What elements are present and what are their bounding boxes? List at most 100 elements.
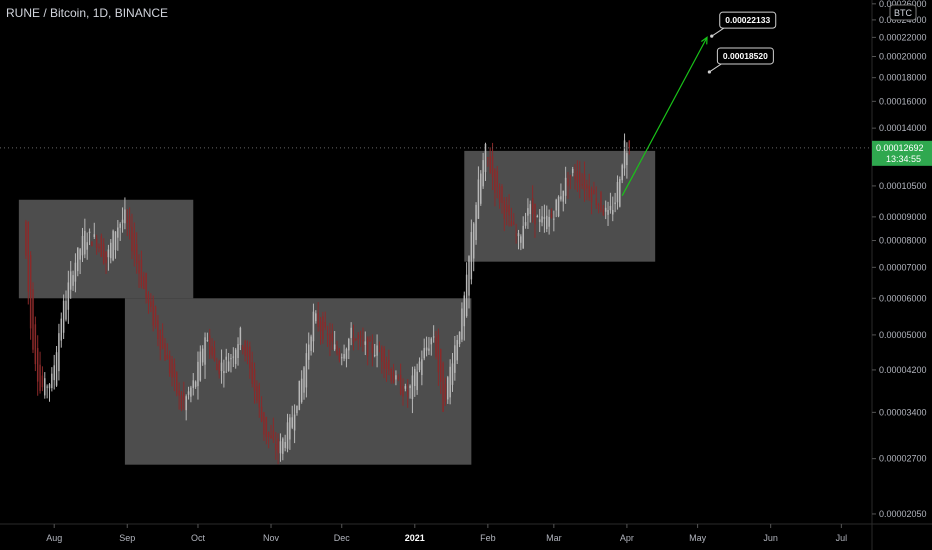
candle-body — [352, 337, 355, 343]
time-axis[interactable]: Aug Sep Oct Nov Dec 2021 Feb Mar Apr May Jun Jul — [0, 523, 932, 543]
candle-body — [140, 259, 143, 287]
candle-body — [628, 140, 631, 148]
candle-body — [487, 157, 489, 159]
candle-body — [114, 231, 117, 251]
candle-body — [93, 234, 96, 237]
consolidation-zones — [18, 150, 656, 465]
candle-body — [548, 216, 550, 227]
candle-body — [100, 235, 103, 258]
candle-body — [95, 238, 98, 248]
candle-body — [216, 364, 218, 371]
candle-body — [102, 243, 105, 264]
candle-body — [51, 373, 53, 389]
candle-body — [498, 186, 501, 203]
candle-body — [277, 438, 279, 453]
candle-body — [206, 340, 209, 342]
candle-body — [369, 339, 371, 342]
candle-body — [355, 338, 357, 340]
price-tick-label: 0.00002050 — [879, 509, 927, 519]
candle-body — [357, 334, 359, 339]
candle-body — [241, 347, 244, 350]
candle-body — [183, 392, 185, 401]
candle-body — [326, 333, 329, 336]
candle-body — [220, 362, 223, 372]
candle-body — [154, 306, 157, 327]
candle-body — [336, 345, 338, 354]
candle-body — [494, 169, 496, 193]
candle-body — [557, 196, 560, 217]
candle-body — [600, 192, 602, 211]
candle-body — [225, 356, 227, 360]
candle-body — [402, 386, 404, 397]
candle-body — [562, 190, 565, 202]
candle-body — [626, 153, 628, 166]
candle-body — [553, 218, 555, 220]
candle-body — [607, 209, 609, 215]
candle-body — [305, 353, 308, 388]
candle-body — [176, 372, 178, 394]
candle-body — [416, 371, 418, 391]
candle-body — [185, 396, 187, 411]
candle-body — [567, 178, 569, 186]
candle-body — [491, 155, 494, 178]
candle-body — [230, 358, 232, 360]
candle-body — [444, 383, 447, 402]
candle-body — [138, 260, 140, 274]
candle-body — [249, 346, 251, 369]
candle-body — [284, 441, 286, 448]
candle-body — [315, 313, 317, 322]
currency-badge[interactable]: BTC — [889, 4, 917, 21]
candle-body — [546, 215, 548, 229]
candle-body — [484, 143, 487, 172]
candle-body — [244, 341, 246, 356]
annotation-box — [719, 11, 777, 29]
candle-body — [60, 318, 63, 341]
candle-body — [147, 294, 150, 304]
candle-body — [475, 204, 477, 241]
candle-body — [621, 165, 623, 181]
candle-body — [329, 333, 331, 346]
candle-body — [503, 200, 506, 219]
candle-body — [331, 333, 334, 342]
candle-body — [385, 362, 388, 369]
price-tick-label: 0.00008000 — [879, 236, 927, 246]
current-price-label: 0.00012692 — [876, 143, 924, 153]
candle-body — [32, 289, 34, 350]
candle-body — [126, 219, 129, 223]
candle-body — [119, 223, 121, 228]
candle-body — [246, 346, 249, 357]
candle-body — [616, 182, 619, 203]
candle-body — [25, 221, 27, 256]
candle-body — [209, 335, 211, 355]
candle-body — [74, 262, 77, 282]
candle-body — [583, 174, 586, 191]
candle-body — [350, 327, 352, 338]
candle-body — [46, 386, 48, 388]
candle-body — [612, 209, 614, 215]
candle-body — [517, 233, 520, 237]
candle-body — [345, 348, 348, 359]
price-tick-label: 0.00007000 — [879, 262, 927, 272]
candle-body — [81, 236, 84, 256]
candle-body — [279, 441, 282, 454]
candle-body — [430, 338, 433, 345]
time-tick-label: Sep — [119, 533, 135, 543]
candle-body — [597, 204, 600, 206]
price-axis[interactable]: 0.000260000.000240000.000220000.00020000… — [871, 0, 927, 550]
candle-body — [395, 375, 397, 380]
candle-body — [256, 386, 258, 401]
candle-body — [317, 312, 319, 327]
candle-body — [53, 365, 55, 381]
candle-body — [560, 196, 562, 200]
candle-body — [324, 322, 326, 328]
candle-body — [362, 339, 364, 342]
price-tick-label: 0.00009000 — [879, 212, 927, 222]
time-tick-label: Aug — [46, 533, 62, 543]
candle-body — [579, 171, 581, 188]
price-tick-label: 0.00026000 — [879, 0, 927, 9]
target-arrow-line — [621, 37, 708, 196]
candle-body — [152, 300, 154, 326]
time-tick-label: Apr — [620, 533, 634, 543]
candle-body — [423, 348, 425, 359]
